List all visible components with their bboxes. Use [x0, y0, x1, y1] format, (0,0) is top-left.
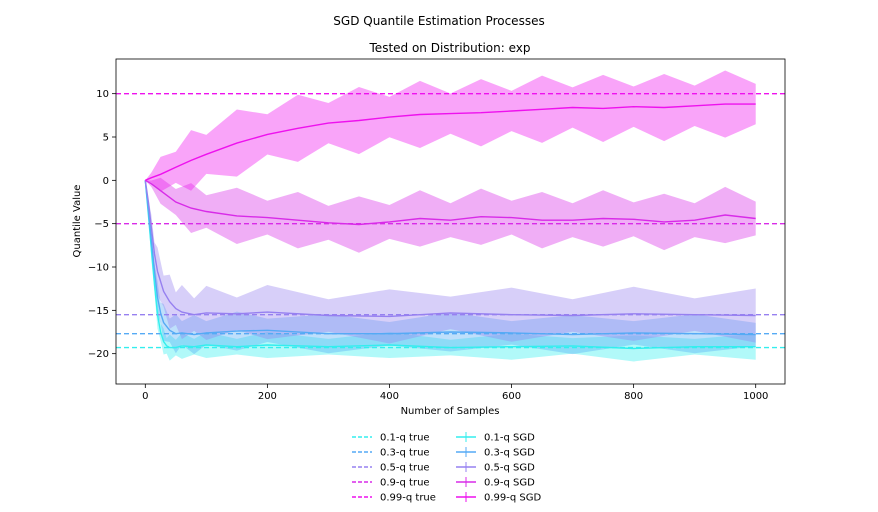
legend-sgd-label-3: 0.9-q SGD — [484, 478, 535, 489]
sgd-lines — [144, 103, 756, 350]
sgd-line-4 — [145, 103, 756, 181]
band-0 — [145, 180, 756, 362]
band-4 — [145, 70, 756, 192]
chart-subtitle: Tested on Distribution: exp — [369, 41, 531, 55]
y-tick-label-0: 10 — [96, 89, 109, 100]
band-3 — [145, 177, 756, 253]
x-tick-label-2: 400 — [380, 391, 399, 402]
legend-true-label-0: 0.1-q true — [380, 433, 430, 444]
sgd-line-3 — [144, 179, 756, 226]
sgd-line-2 — [144, 180, 756, 318]
sgd-line-1 — [144, 180, 756, 336]
x-tick-label-0: 0 — [142, 391, 148, 402]
y-axis-label: Quantile Value — [72, 185, 83, 258]
legend-sgd-label-2: 0.5-q SGD — [484, 463, 535, 474]
legend-sgd-label-1: 0.3-q SGD — [484, 448, 535, 459]
legend: 0.1-q true 0.3-q true 0.5-q true 0.9-q true… — [352, 432, 541, 504]
x-tick-label-4: 800 — [624, 391, 643, 402]
y-tick-label-4: −10 — [88, 263, 109, 274]
y-tick-label-2: 0 — [103, 176, 109, 187]
band-2 — [145, 180, 756, 344]
x-axis-label: Number of Samples — [401, 406, 500, 417]
legend-sgd-label-0: 0.1-q SGD — [484, 433, 535, 444]
legend-true-label-2: 0.5-q true — [380, 463, 430, 474]
y-tick-label-5: −15 — [88, 306, 109, 317]
legend-true-label-1: 0.3-q true — [380, 448, 430, 459]
x-axis: 0 200 400 600 800 1000 — [142, 384, 768, 402]
x-tick-label-5: 1000 — [743, 391, 768, 402]
x-tick-label-3: 600 — [502, 391, 521, 402]
sgd-line-0 — [144, 180, 756, 350]
chart-title: SGD Quantile Estimation Processes — [333, 14, 544, 28]
legend-sgd-label-4: 0.99-q SGD — [484, 493, 541, 504]
legend-true-label-4: 0.99-q true — [380, 493, 436, 504]
y-tick-label-3: −5 — [94, 219, 109, 230]
legend-true-label-3: 0.9-q true — [380, 478, 430, 489]
band-1 — [145, 180, 756, 355]
y-tick-label-1: 5 — [103, 133, 109, 144]
y-tick-label-6: −20 — [88, 349, 109, 360]
x-tick-label-1: 200 — [258, 391, 277, 402]
error-bands — [145, 70, 756, 362]
y-axis: 10 5 0 −5 −10 −15 −20 — [88, 89, 116, 360]
plot-frame — [115, 58, 786, 385]
